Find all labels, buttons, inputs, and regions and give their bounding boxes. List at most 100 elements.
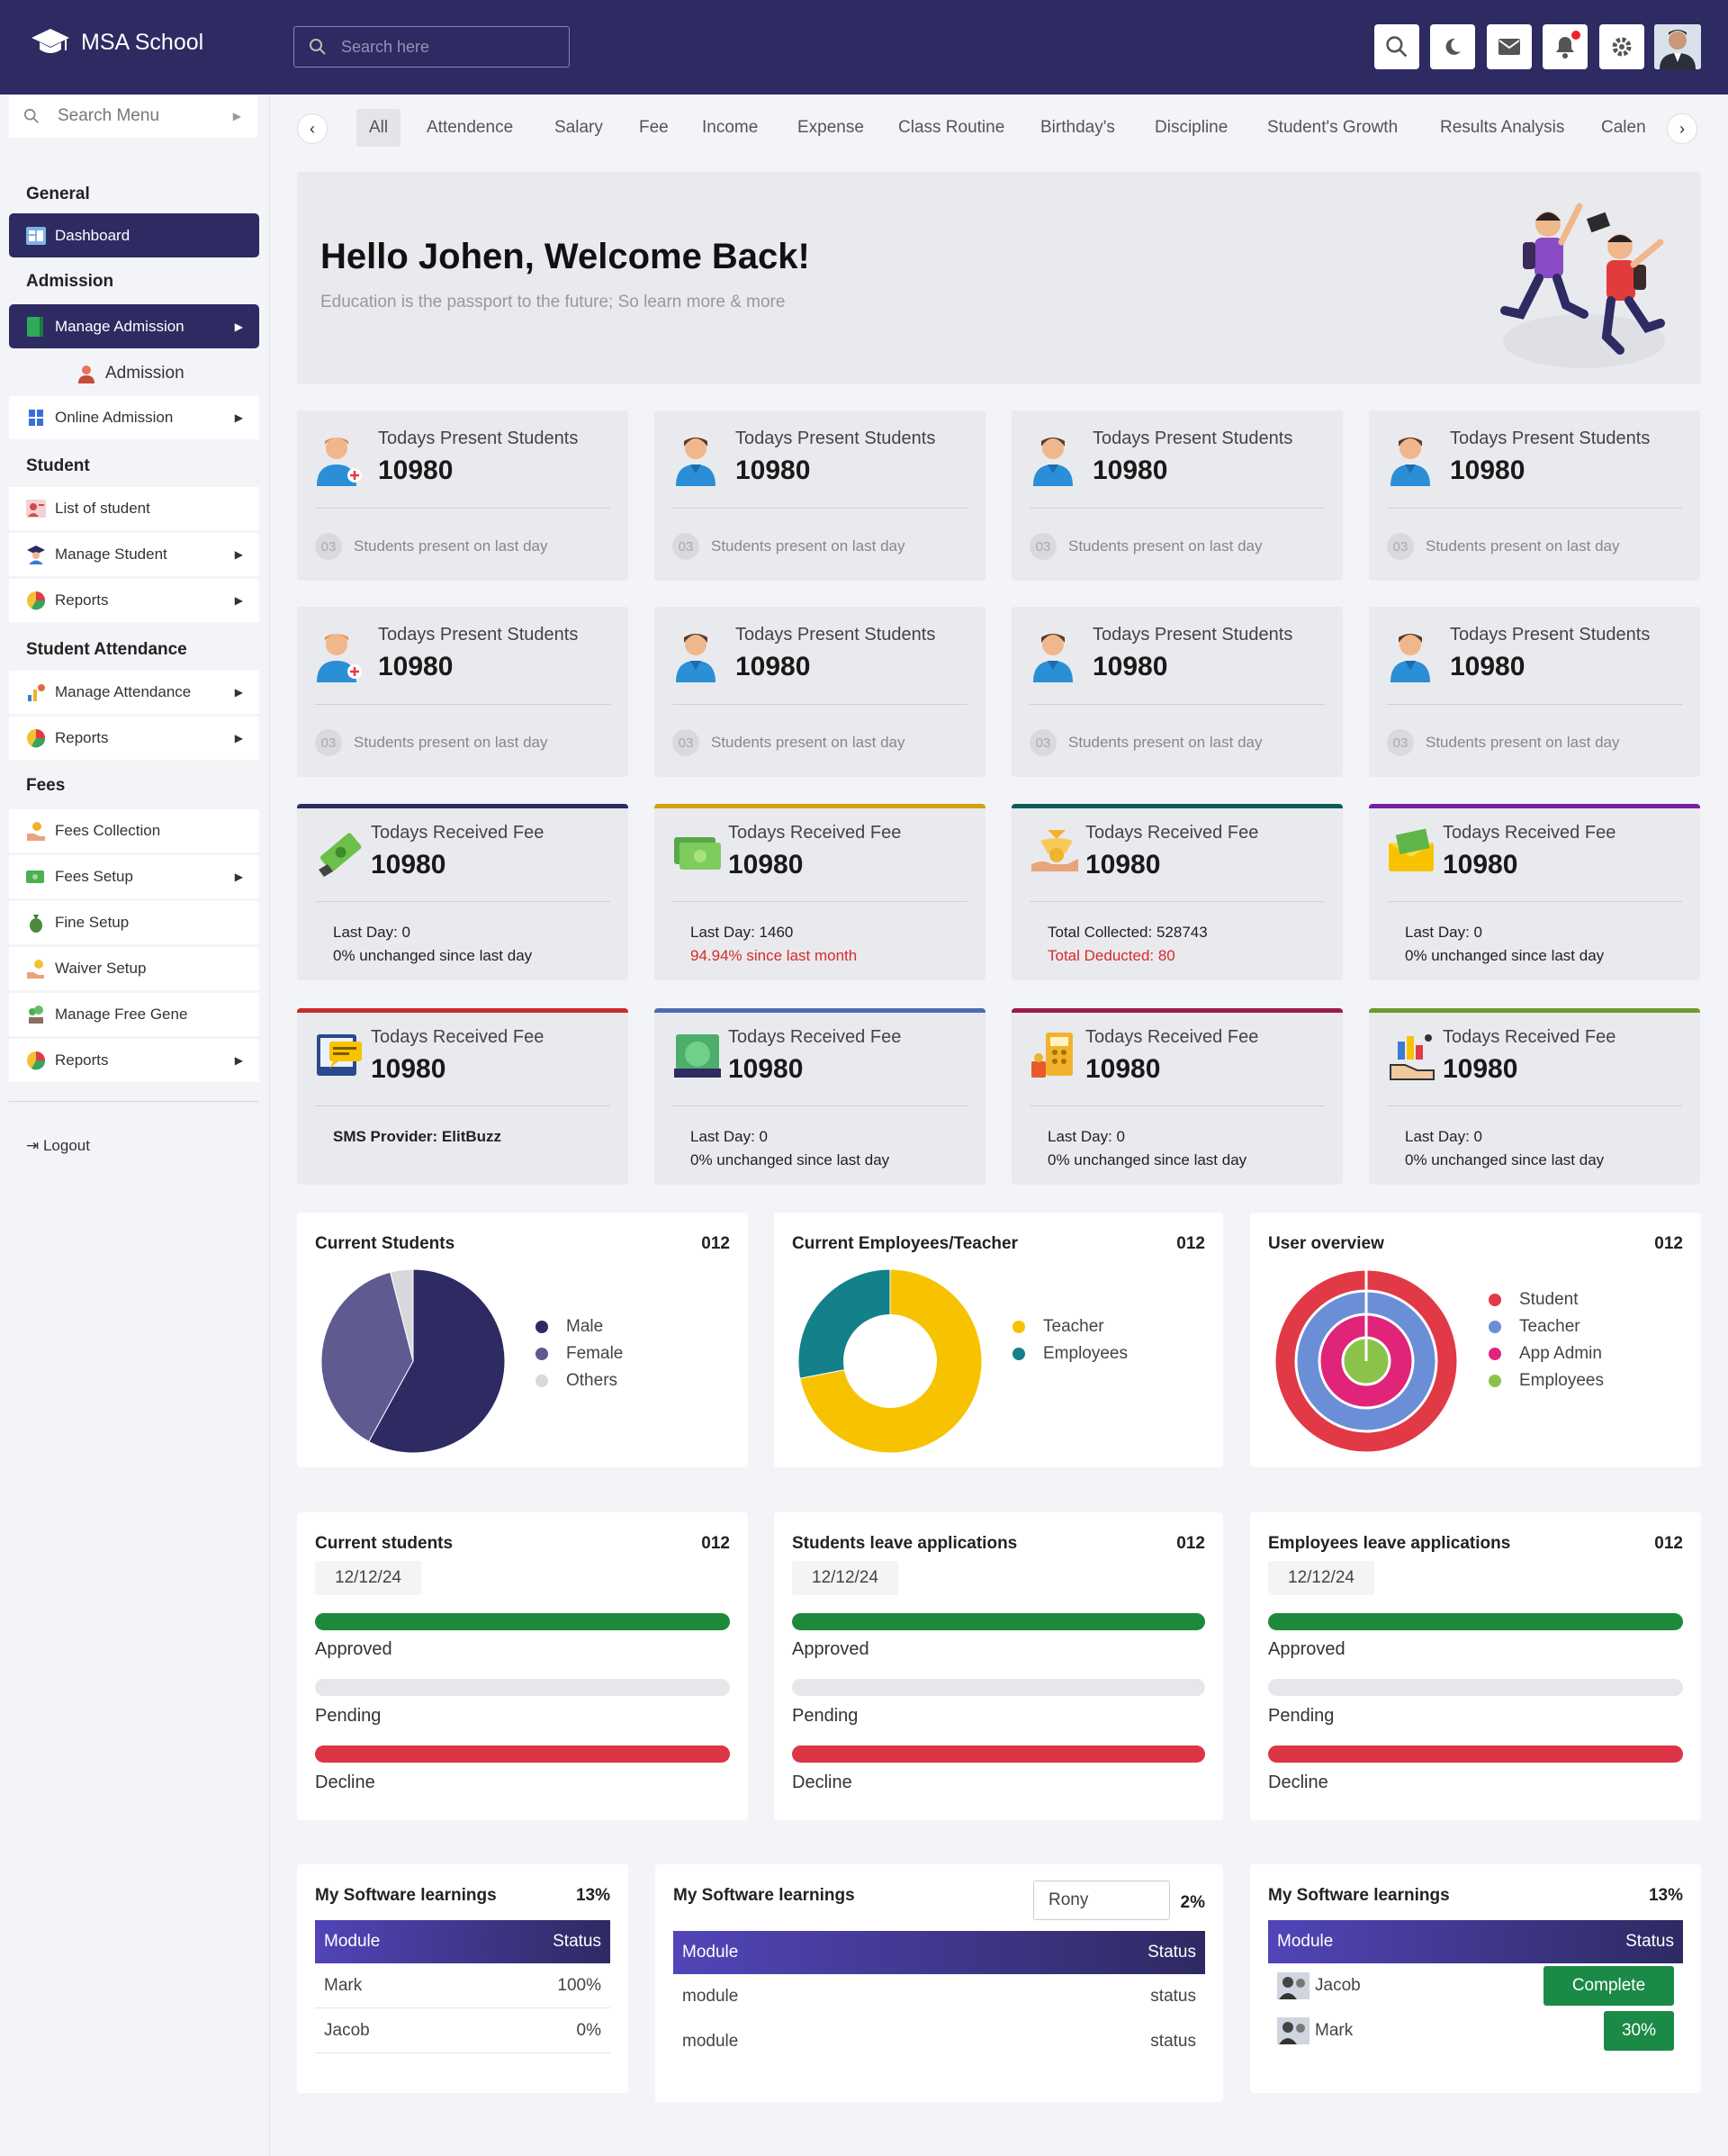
tab-attendence[interactable]: Attendence xyxy=(427,118,514,137)
card-footer-text: Students present on last day xyxy=(711,537,905,555)
table-row[interactable]: Mark 100% xyxy=(315,1963,610,2008)
card-divider xyxy=(1387,1105,1682,1106)
column-header: Module xyxy=(324,1932,381,1951)
sidebar-item-reports-attendance[interactable]: Reports ▶ xyxy=(9,717,259,760)
date-field[interactable]: 12/12/24 xyxy=(315,1561,421,1595)
search-input[interactable] xyxy=(341,37,548,57)
menu-search[interactable]: Search Menu ▶ xyxy=(9,95,257,138)
user-avatar[interactable] xyxy=(1654,24,1701,69)
mail-button[interactable] xyxy=(1487,24,1532,69)
tab-discipline[interactable]: Discipline xyxy=(1155,118,1228,137)
panel-title: My Software learnings xyxy=(673,1886,855,1905)
table-row[interactable]: Jacob 0% xyxy=(315,2008,610,2053)
app-logo[interactable]: MSA School xyxy=(31,27,203,58)
received-fee-card[interactable]: Todays Received Fee 10980 Last Day: 0 0% un… xyxy=(1012,1008,1343,1185)
sidebar-item-dashboard[interactable]: Dashboard xyxy=(9,213,259,257)
table-row[interactable]: module status xyxy=(673,2019,1205,2064)
received-fee-card[interactable]: Todays Received Fee 10980 SMS Provider: El… xyxy=(297,1008,628,1185)
top-search[interactable] xyxy=(293,26,570,68)
card-label: Todays Present Students xyxy=(735,428,936,448)
leave-panel: Students leave applications 012 12/12/24 Ap… xyxy=(774,1512,1223,1820)
tab-results-analysis[interactable]: Results Analysis xyxy=(1440,118,1565,137)
received-fee-card[interactable]: Todays Received Fee 10980 Last Day: 0 0% un… xyxy=(654,1008,986,1185)
tab-income[interactable]: Income xyxy=(702,118,759,137)
status-complete-button[interactable]: Complete xyxy=(1544,1966,1674,2006)
received-fee-card[interactable]: Todays Received Fee 10980 Last Day: 0 0% un… xyxy=(1369,1008,1700,1185)
sidebar-item-label: Dashboard xyxy=(55,226,130,244)
fee-icon xyxy=(670,1029,724,1087)
card-label: Todays Received Fee xyxy=(728,823,902,843)
sidebar-item-manage-admission[interactable]: Manage Admission ▶ xyxy=(9,304,259,348)
learnings-panel-1: My Software learnings 13% Module Status M… xyxy=(297,1864,628,2093)
section-student: Student xyxy=(26,456,90,475)
report-chart-icon xyxy=(26,728,46,748)
column-header: Status xyxy=(553,1932,601,1951)
legend-item: Teacher xyxy=(1489,1313,1604,1340)
sidebar-item-list-student[interactable]: List of student xyxy=(9,487,259,530)
notification-button[interactable] xyxy=(1543,24,1588,69)
fee-icon xyxy=(313,825,367,883)
sidebar-item-online-admission[interactable]: Online Admission ▶ xyxy=(9,396,259,439)
received-fee-card[interactable]: Todays Received Fee 10980 Last Day: 0 0% un… xyxy=(297,804,628,980)
sidebar-item-label: Fees Collection xyxy=(55,822,161,839)
sidebar-item-manage-free-gene[interactable]: Manage Free Gene xyxy=(9,993,259,1036)
tab-birthdays[interactable]: Birthday's xyxy=(1040,118,1115,137)
present-students-card[interactable]: Todays Present Students 10980 03 Students p… xyxy=(297,410,628,581)
tab-next-button[interactable]: › xyxy=(1667,113,1697,144)
top-bar: MSA School xyxy=(0,0,1728,95)
sidebar-item-manage-student[interactable]: Manage Student ▶ xyxy=(9,533,259,576)
table-row[interactable]: Jacob Complete xyxy=(1268,1963,1683,2008)
user-avatar-icon xyxy=(1277,1972,1310,1999)
tab-fee[interactable]: Fee xyxy=(639,118,669,137)
sidebar-item-fees-setup[interactable]: Fees Setup ▶ xyxy=(9,855,259,898)
settings-button[interactable] xyxy=(1599,24,1644,69)
student-icon xyxy=(1028,627,1082,690)
received-fee-card[interactable]: Todays Received Fee 10980 Total Collected:… xyxy=(1012,804,1343,980)
received-fee-card[interactable]: Todays Received Fee 10980 Last Day: 1460 94… xyxy=(654,804,986,980)
column-header: Status xyxy=(1625,1932,1674,1951)
sidebar-subitem-admission[interactable]: Admission xyxy=(76,364,184,383)
present-students-card[interactable]: Todays Present Students 10980 03 Students p… xyxy=(1369,410,1700,581)
tab-salary[interactable]: Salary xyxy=(554,118,603,137)
tab-students-growth[interactable]: Student's Growth xyxy=(1267,118,1399,137)
sidebar-item-fine-setup[interactable]: Fine Setup xyxy=(9,901,259,944)
present-students-card[interactable]: Todays Present Students 10980 03 Students p… xyxy=(654,410,986,581)
date-field[interactable]: 12/12/24 xyxy=(792,1561,898,1595)
tab-prev-button[interactable]: ‹ xyxy=(297,113,328,144)
panel-percent: 13% xyxy=(1648,1886,1683,1905)
status-progress-badge[interactable]: 30% xyxy=(1604,2011,1674,2051)
sidebar-item-manage-attendance[interactable]: Manage Attendance ▶ xyxy=(9,671,259,714)
received-fee-card[interactable]: Todays Received Fee 10980 Last Day: 0 0% un… xyxy=(1369,804,1700,980)
sidebar-item-fees-collection[interactable]: Fees Collection xyxy=(9,809,259,852)
panel-count: 012 xyxy=(1654,1234,1683,1253)
sidebar: Search Menu ▶ General Dashboard Admissio… xyxy=(0,95,270,2156)
user-select[interactable]: Rony xyxy=(1033,1881,1170,1920)
present-students-card[interactable]: Todays Present Students 10980 03 Students p… xyxy=(1369,607,1700,777)
tab-class-routine[interactable]: Class Routine xyxy=(898,118,1005,137)
tab-all[interactable]: All xyxy=(356,109,401,147)
money-plant-icon xyxy=(26,1005,46,1024)
present-students-card[interactable]: Todays Present Students 10980 03 Students p… xyxy=(1012,607,1343,777)
card-divider xyxy=(1030,901,1325,902)
employees-panel: Current Employees/Teacher 012 Teacher Em… xyxy=(774,1213,1223,1467)
tab-calendar[interactable]: Calen xyxy=(1601,118,1646,137)
date-field[interactable]: 12/12/24 xyxy=(1268,1561,1374,1595)
sidebar-item-reports-fees[interactable]: Reports ▶ xyxy=(9,1039,259,1082)
row-status: status xyxy=(1150,2032,1196,2051)
table-header: Module Status xyxy=(673,1931,1205,1974)
present-students-card[interactable]: Todays Present Students 10980 03 Students p… xyxy=(1012,410,1343,581)
count-badge: 03 xyxy=(1030,533,1057,560)
table-row[interactable]: module status xyxy=(673,1974,1205,2019)
card-detail: Total Collected: 528743 xyxy=(1048,924,1208,941)
present-students-card[interactable]: Todays Present Students 10980 03 Students p… xyxy=(297,607,628,777)
dark-mode-button[interactable] xyxy=(1430,24,1475,69)
logout-link[interactable]: ⇥ Logout xyxy=(26,1137,90,1155)
notification-dot xyxy=(1571,31,1580,40)
sidebar-item-waiver-setup[interactable]: Waiver Setup xyxy=(9,947,259,990)
table-row[interactable]: Mark 30% xyxy=(1268,2008,1683,2053)
present-students-card[interactable]: Todays Present Students 10980 03 Students p… xyxy=(654,607,986,777)
legend-item: App Admin xyxy=(1489,1340,1604,1367)
search-button[interactable] xyxy=(1374,24,1419,69)
tab-expense[interactable]: Expense xyxy=(797,118,864,137)
sidebar-item-reports-student[interactable]: Reports ▶ xyxy=(9,579,259,622)
